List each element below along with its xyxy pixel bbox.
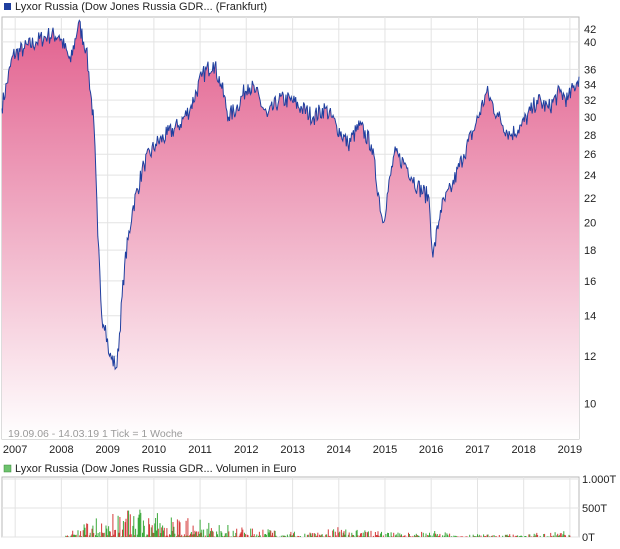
volume-y-tick-label: 500T [582, 503, 607, 515]
volume-bars [65, 509, 571, 537]
price-y-tick-label: 18 [584, 245, 596, 257]
price-x-tick-label: 2010 [142, 444, 166, 456]
price-y-tick-label: 36 [584, 64, 596, 76]
price-y-tick-label: 10 [584, 399, 596, 411]
price-x-tick-label: 2011 [188, 444, 212, 456]
volume-legend-label: Lyxor Russia (Dow Jones Russia GDR... Vo… [15, 463, 296, 475]
volume-y-tick-label: 0T [582, 532, 595, 544]
price-x-tick-label: 2018 [511, 444, 535, 456]
volume-y-tick-labels: 1.000T 500T 0T [582, 474, 617, 544]
price-y-tick-label: 20 [584, 218, 596, 230]
price-x-tick-labels: 2007 2008 2009 2010 2011 2012 2013 2014 2015 2016… [3, 444, 582, 456]
price-x-tick-label: 2017 [465, 444, 489, 456]
price-y-tick-label: 22 [584, 193, 596, 205]
volume-y-tick-label: 1.000T [582, 474, 617, 486]
price-x-tick-label: 2013 [280, 444, 304, 456]
price-x-tick-label: 2007 [3, 444, 27, 456]
green-square-icon [3, 464, 12, 473]
price-x-tick-label: 2016 [419, 444, 443, 456]
price-y-tick-label: 42 [584, 24, 596, 36]
price-x-tick-label: 2009 [95, 444, 119, 456]
price-y-tick-label: 16 [584, 276, 596, 288]
price-y-tick-label: 34 [584, 79, 596, 91]
volume-chart-frame [1, 476, 580, 538]
price-y-tick-label: 14 [584, 311, 596, 323]
price-x-tick-label: 2008 [49, 444, 73, 456]
price-y-tick-label: 12 [584, 351, 596, 363]
price-footer-label: 19.09.06 - 14.03.19 1 Tick = 1 Woche [8, 428, 183, 440]
price-x-tick-label: 2015 [373, 444, 397, 456]
price-y-tick-label: 26 [584, 149, 596, 161]
price-y-tick-label: 30 [584, 112, 596, 124]
blue-square-icon [4, 3, 11, 10]
price-line [1, 19, 580, 371]
price-area [2, 20, 579, 440]
price-legend-label: Lyxor Russia (Dow Jones Russia GDR... (F… [15, 1, 267, 13]
price-y-tick-label: 32 [584, 95, 596, 107]
price-y-tick-label: 40 [584, 37, 596, 49]
price-y-tick-label: 24 [584, 170, 596, 182]
price-x-tick-label: 2014 [327, 444, 351, 456]
price-x-tick-label: 2019 [558, 444, 582, 456]
price-x-tick-label: 2012 [234, 444, 258, 456]
price-y-tick-label: 28 [584, 130, 596, 142]
